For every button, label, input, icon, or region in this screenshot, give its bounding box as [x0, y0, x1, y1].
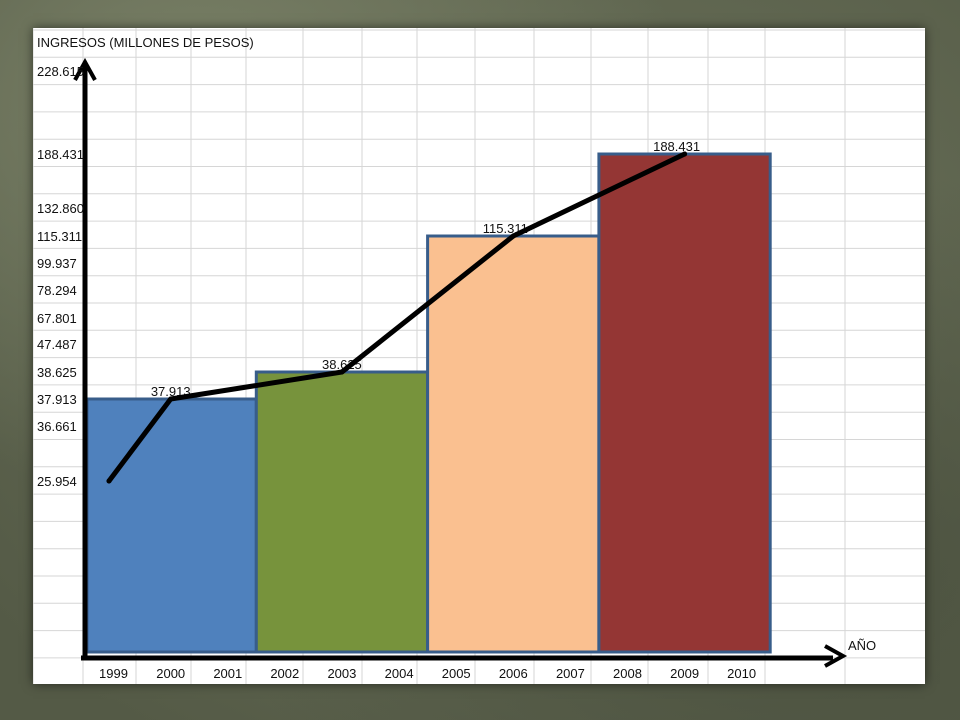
y-tick-label: 67.801 — [37, 311, 77, 326]
x-tick-label: 2004 — [385, 666, 414, 681]
bar-2005-2007 — [426, 234, 601, 654]
x-axis-label: AÑO — [848, 638, 876, 653]
y-tick-label: 78.294 — [37, 283, 77, 298]
x-tick-label: 2007 — [556, 666, 585, 681]
x-tick-label: 2003 — [327, 666, 356, 681]
y-tick-label: 25.954 — [37, 474, 77, 489]
y-axis-arrow — [73, 57, 97, 81]
trend-point — [510, 233, 516, 239]
y-tick-label: 188.431 — [37, 147, 84, 162]
bar-2008-2010 — [597, 152, 772, 654]
axes — [73, 57, 848, 668]
trend-point — [168, 396, 174, 402]
bar-value-label: 188.431 — [653, 139, 700, 154]
x-tick-label: 2008 — [613, 666, 642, 681]
trend-point — [106, 478, 112, 484]
x-tick-label: 2005 — [442, 666, 471, 681]
chart: 228.615 188.431 132.860 115.311 99.937 78.294… — [33, 28, 925, 684]
x-tick-label: 1999 — [99, 666, 128, 681]
trend-point — [339, 369, 345, 375]
trend-point — [682, 151, 688, 157]
trend-line-group — [106, 151, 688, 484]
x-tick-label: 2002 — [270, 666, 299, 681]
y-tick-label: 47.487 — [37, 337, 77, 352]
x-tick-labels: 1999 2000 2001 2002 2003 2004 2005 2006 2007 2008… — [99, 666, 756, 681]
y-tick-label: 37.913 — [37, 392, 77, 407]
y-tick-label: 38.625 — [37, 365, 77, 380]
bar-1999-2001 — [85, 397, 258, 654]
x-tick-label: 2000 — [156, 666, 185, 681]
bar-2002-2004 — [254, 370, 430, 654]
x-tick-label: 2001 — [213, 666, 242, 681]
x-tick-label: 2010 — [727, 666, 756, 681]
y-tick-labels: 228.615 188.431 132.860 115.311 99.937 78.294… — [37, 64, 84, 489]
bar-value-label: 38.625 — [322, 357, 362, 372]
chart-title: INGRESOS (MILLONES DE PESOS) — [37, 35, 254, 50]
bars — [85, 152, 772, 654]
y-tick-label: 99.937 — [37, 256, 77, 271]
x-axis-arrow — [824, 644, 848, 668]
x-tick-label: 2006 — [499, 666, 528, 681]
y-tick-label: 115.311 — [37, 229, 82, 244]
y-tick-label: 228.615 — [37, 64, 84, 79]
y-tick-label: 36.661 — [37, 419, 77, 434]
chart-sheet: 228.615 188.431 132.860 115.311 99.937 78.294… — [33, 28, 925, 684]
x-tick-label: 2009 — [670, 666, 699, 681]
y-tick-label: 132.860 — [37, 201, 84, 216]
